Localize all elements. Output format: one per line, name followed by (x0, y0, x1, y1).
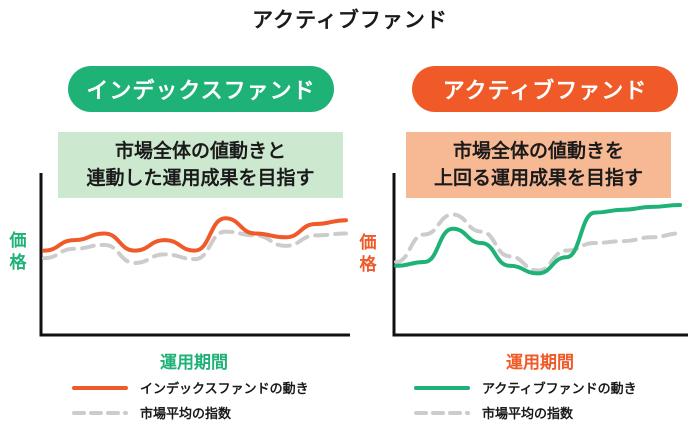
index-legend-fund: インデックスファンドの動き (72, 378, 309, 397)
gray-dashed-line-swatch (72, 410, 128, 415)
index-chart-x-axis-label: 運用期間 (160, 353, 228, 373)
index-fund-header: インデックスファンド (68, 66, 334, 112)
active-market-average-line (394, 212, 682, 273)
index-market-average-line (42, 229, 348, 265)
active-legend-average-label: 市場平均の指数 (482, 407, 574, 422)
orange-line-swatch (72, 385, 128, 390)
index-fund-description-line-2: 連動した運用成果を目指す (86, 167, 315, 189)
index-chart-y-axis-label: 価格 (9, 231, 27, 273)
active-legend-average: 市場平均の指数 (414, 403, 573, 422)
index-chart-axes (39, 173, 350, 337)
active-fund-description-line-1: 市場全体の値動きを (452, 140, 624, 162)
active-fund-description: 市場全体の値動きを 上回る運用成果を目指す (406, 132, 671, 198)
index-legend-average-label: 市場平均の指数 (140, 407, 232, 422)
active-legend-fund-label: アクティブファンドの動き (482, 382, 637, 397)
active-chart-axes (392, 173, 688, 337)
active-legend-fund: アクティブファンドの動き (414, 378, 637, 397)
green-line-swatch (414, 385, 470, 390)
index-legend-fund-label: インデックスファンドの動き (140, 382, 309, 397)
active-chart-x-axis-label: 運用期間 (506, 353, 574, 373)
index-legend-average: 市場平均の指数 (72, 403, 231, 422)
active-fund-header: アクティブファンド (412, 66, 678, 112)
index-fund-description: 市場全体の値動きと 連動した運用成果を目指す (58, 132, 343, 198)
index-fund-description-line-1: 市場全体の値動きと (114, 140, 286, 162)
active-fund-description-line-2: 上回る運用成果を目指す (433, 167, 643, 189)
gray-dashed-line-swatch (414, 410, 470, 415)
active-chart-y-axis-label: 価格 (359, 233, 377, 275)
active-fund-line (394, 203, 682, 276)
index-fund-line (42, 216, 348, 253)
page-title: アクティブファンド (252, 8, 448, 32)
